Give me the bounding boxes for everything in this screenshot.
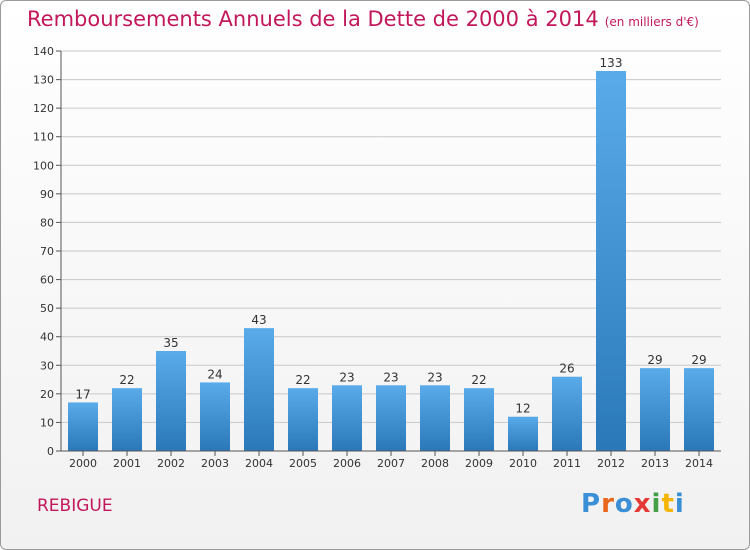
bars [68,71,714,451]
data-label: 22 [119,373,134,387]
y-tick-label: 20 [40,388,54,401]
logo-letter: i [651,489,662,519]
y-tick-label: 70 [40,245,54,258]
data-labels: 17 22 35 24 43 22 23 23 23 22 12 26 133 29 29 [75,56,706,416]
y-tick-label: 30 [40,359,54,372]
commune-name: REBIGUE [37,496,113,516]
data-label: 22 [295,373,310,387]
bar-2004 [244,328,274,451]
data-label: 29 [647,353,662,367]
data-label: 29 [691,353,706,367]
y-tick-label: 10 [40,416,54,429]
logo-letter: r [601,489,615,519]
bar-2007 [376,385,406,451]
bar-2003 [200,382,230,451]
data-label: 23 [427,370,442,384]
chart-title-text: Remboursements Annuels de la Dette de 20… [27,7,599,31]
x-tick-label: 2010 [509,457,537,470]
chart-title: Remboursements Annuels de la Dette de 20… [27,7,699,31]
bar-2011 [552,376,582,451]
x-tick-label: 2001 [113,457,141,470]
x-tick-label: 2012 [597,457,625,470]
data-label: 23 [383,370,398,384]
chart-unit: (en milliers d'€) [604,15,699,29]
data-label: 17 [75,387,90,401]
x-tick-label: 2002 [157,457,185,470]
y-tick-label: 90 [40,188,54,201]
x-tick-label: 2009 [465,457,493,470]
bar-2006 [332,385,362,451]
y-tick-label: 60 [40,274,54,287]
data-label: 24 [207,367,222,381]
bar-2008 [420,385,450,451]
x-tick-label: 2004 [245,457,273,470]
data-label: 23 [339,370,354,384]
logo-letter: x [633,489,652,519]
y-tick-label: 130 [33,74,54,87]
x-tick-label: 2007 [377,457,405,470]
logo-letter: t [661,489,675,519]
y-tick-label: 80 [40,216,54,229]
y-tick-label: 40 [40,331,54,344]
y-tick-label: 140 [33,45,54,58]
data-label: 26 [559,362,574,376]
data-label: 22 [471,373,486,387]
x-tick-label: 2005 [289,457,317,470]
bar-2014 [684,368,714,451]
bar-2002 [156,351,186,451]
data-label: 35 [163,336,178,350]
x-tick-label: 2011 [553,457,581,470]
x-tick-label: 2013 [641,457,669,470]
y-tick-label: 120 [33,102,54,115]
bar-2000 [68,402,98,451]
logo-letter: o [614,489,634,519]
bar-2005 [288,388,318,451]
data-label: 12 [515,402,530,416]
bar-2010 [508,416,538,451]
x-tick-label: 2014 [685,457,713,470]
x-tick-label: 2003 [201,457,229,470]
x-axis-ticks: 2000 2001 2002 2003 2004 2005 2006 2007 2008 2009… [69,451,713,470]
x-tick-label: 2006 [333,457,361,470]
y-tick-label: 0 [47,445,54,458]
logo-letter: i [674,489,685,519]
bar-2012 [596,71,626,451]
bar-2009 [464,388,494,451]
y-axis-ticks: 0 10 20 30 40 50 60 70 80 90 100 110 120 130 140 [33,45,61,458]
x-tick-label: 2008 [421,457,449,470]
axes [60,51,721,452]
bar-2013 [640,368,670,451]
y-tick-label: 110 [33,131,54,144]
logo-letter: P [581,489,602,519]
x-tick-label: 2000 [69,457,97,470]
y-tick-label: 50 [40,302,54,315]
bar-2001 [112,388,142,451]
data-label: 133 [600,56,623,70]
data-label: 43 [251,313,266,327]
proxiti-logo: Proxiti [581,489,685,519]
y-tick-label: 100 [33,159,54,172]
